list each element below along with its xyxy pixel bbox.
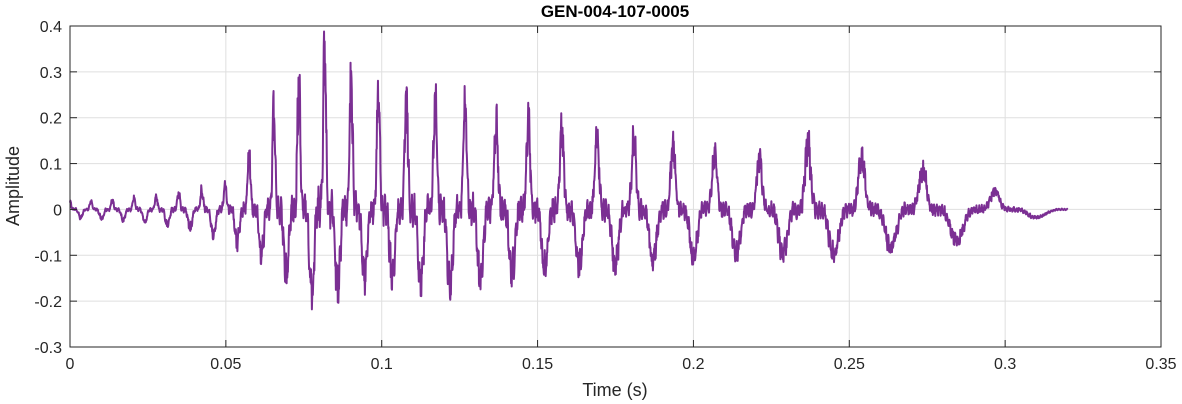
x-axis-label: Time (s)	[582, 380, 647, 400]
y-tick-label-1: -0.2	[34, 294, 62, 311]
chart-title: GEN-004-107-0005	[541, 2, 689, 21]
x-tick-label-1: 0.05	[210, 356, 241, 373]
y-tick-label-7: 0.4	[40, 19, 62, 36]
axis-ticks: 0 0.05 0.1 0.15 0.2 0.25 0.3 0.35 -0.3 -0.2 -0.1 0 0…	[34, 19, 1176, 373]
x-tick-label-2: 0.1	[371, 356, 393, 373]
x-tick-label-0: 0	[66, 356, 75, 373]
grid-lines	[70, 26, 1161, 347]
x-tick-label-7: 0.35	[1145, 356, 1176, 373]
y-tick-label-4: 0.1	[40, 157, 62, 174]
x-tick-label-3: 0.15	[522, 356, 553, 373]
y-tick-label-3: 0	[53, 202, 62, 219]
y-tick-label-6: 0.3	[40, 65, 62, 82]
y-axis-label: Amplitude	[3, 146, 23, 226]
x-tick-label-6: 0.3	[994, 356, 1016, 373]
y-tick-label-2: -0.1	[34, 248, 62, 265]
axes-frame	[69, 25, 1162, 348]
x-tick-label-5: 0.25	[834, 356, 865, 373]
y-tick-label-5: 0.2	[40, 111, 62, 128]
x-tick-label-4: 0.2	[682, 356, 704, 373]
y-tick-label-0: -0.3	[34, 340, 62, 357]
signal-series-line	[69, 30, 1069, 311]
plot-area	[69, 30, 1069, 311]
